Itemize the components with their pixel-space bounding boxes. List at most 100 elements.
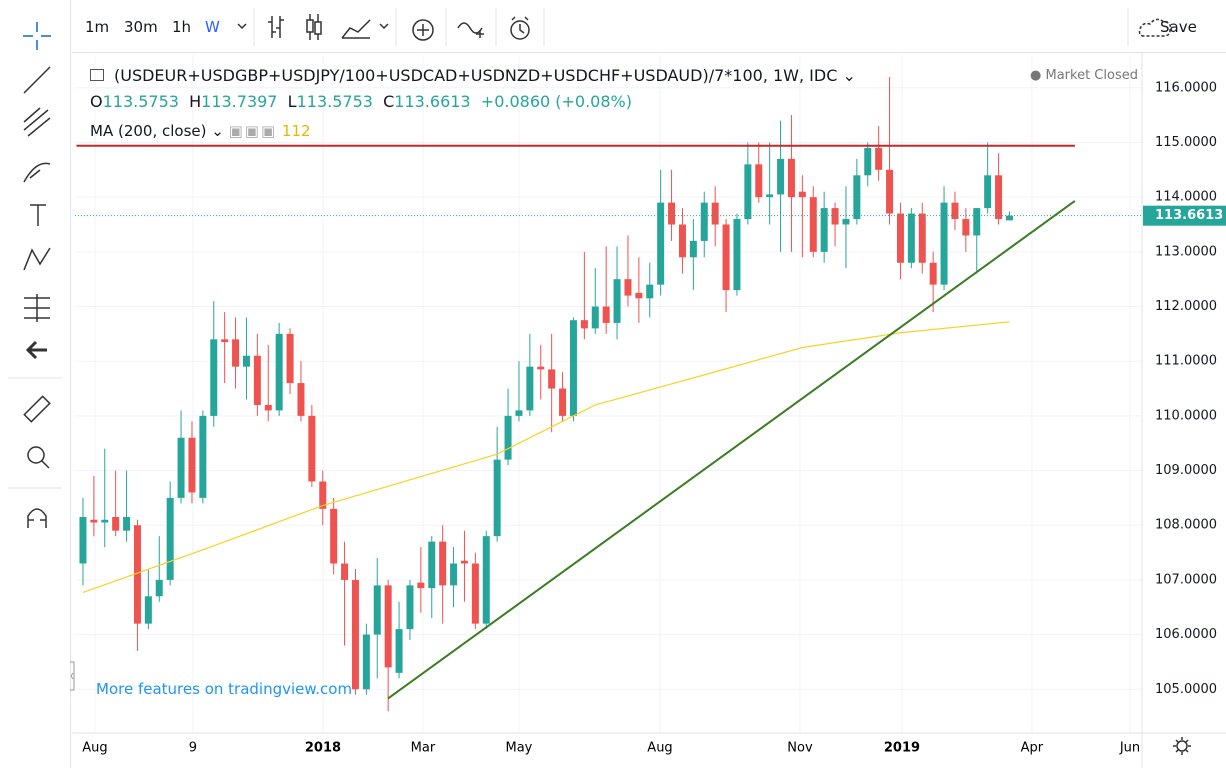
candle-body xyxy=(777,158,785,195)
candle-body xyxy=(864,147,872,176)
y-tick-label: 111.0000 xyxy=(1155,354,1217,369)
candle-body xyxy=(929,262,937,285)
zoom-tool[interactable] xyxy=(27,446,50,469)
x-tick-label: Aug xyxy=(647,741,672,756)
candle-body xyxy=(79,517,87,564)
candle-body xyxy=(722,224,730,291)
ohlc-key: H xyxy=(189,92,202,111)
pattern-tool[interactable] xyxy=(23,247,51,271)
study-buttons[interactable]: ▣▣▣ xyxy=(228,122,278,140)
y-tick-label: 109.0000 xyxy=(1155,463,1217,478)
magnet-tool[interactable] xyxy=(27,508,47,528)
candle-body xyxy=(548,369,556,389)
candle-body xyxy=(875,147,883,170)
candle-body xyxy=(995,175,1003,220)
study-name: MA (200, close) xyxy=(90,122,207,140)
candle-body xyxy=(253,355,261,405)
trendline-tool[interactable] xyxy=(23,66,51,94)
drawing-toolbar xyxy=(0,0,71,768)
candle-body xyxy=(395,629,403,673)
interval-button[interactable]: 1m xyxy=(85,18,110,36)
legend-icon[interactable] xyxy=(90,69,104,81)
status-text: Market Closed xyxy=(1045,68,1138,83)
y-tick-label: 110.0000 xyxy=(1155,408,1217,423)
candle-body xyxy=(275,333,283,411)
candle-body xyxy=(384,585,392,668)
x-tick-label: 2019 xyxy=(884,741,920,756)
text-tool[interactable] xyxy=(30,204,46,226)
candle-body xyxy=(330,508,338,564)
candle-body xyxy=(668,202,676,225)
candle-body xyxy=(733,219,741,291)
back-tool[interactable] xyxy=(25,340,47,360)
candle-body xyxy=(678,224,686,258)
y-tick-label: 108.0000 xyxy=(1155,518,1217,533)
candle-body xyxy=(962,219,970,236)
candle-body xyxy=(286,333,294,384)
ohlc-legend: O113.5753 H113.7397 L113.5753 C113.6613 … xyxy=(90,92,632,111)
candle-body xyxy=(613,279,621,323)
ohlc-value: 113.5753 xyxy=(102,92,179,111)
candle-body xyxy=(199,415,207,498)
x-tick-label: 2018 xyxy=(305,741,341,756)
ohlc-value: 113.5753 xyxy=(296,92,373,111)
collapse-handle[interactable] xyxy=(70,661,75,691)
x-tick-label: May xyxy=(506,741,533,756)
candle-body xyxy=(242,355,250,367)
candle-body xyxy=(351,579,359,690)
price-label: 113.6613 xyxy=(1155,208,1223,223)
candle-body xyxy=(264,404,272,411)
candle-body xyxy=(602,306,610,323)
candle-body xyxy=(133,525,141,624)
price-axis xyxy=(1142,53,1226,768)
brush-tool[interactable] xyxy=(23,162,51,183)
ohlc-key: C xyxy=(383,92,395,111)
crosshair-tool[interactable] xyxy=(23,22,51,50)
settings-button[interactable] xyxy=(1173,737,1191,755)
y-tick-label: 112.0000 xyxy=(1155,299,1217,314)
change: +0.0860 xyxy=(480,92,551,111)
candle-body xyxy=(657,202,665,285)
candle-body xyxy=(471,563,479,624)
candle-body xyxy=(766,194,774,198)
candle-body xyxy=(417,582,425,589)
y-tick-label: 105.0000 xyxy=(1155,682,1217,697)
candle-body xyxy=(112,517,120,531)
prediction-tool[interactable] xyxy=(24,294,50,322)
candle-body xyxy=(537,366,545,370)
y-tick-label: 114.0000 xyxy=(1155,190,1217,205)
candle-body xyxy=(973,208,981,236)
candle-body xyxy=(951,202,959,220)
candle-body xyxy=(809,197,817,252)
moving-average xyxy=(82,321,1010,594)
candle-body xyxy=(362,634,370,690)
ohlc-value: 113.6613 xyxy=(394,92,471,111)
study-value: 112 xyxy=(281,122,311,140)
interval-button[interactable]: W xyxy=(205,18,220,36)
candle-body xyxy=(918,213,926,263)
candle-body xyxy=(123,517,131,531)
candle-body xyxy=(984,175,992,209)
candle-body xyxy=(755,164,763,198)
ohlc-value: 113.7397 xyxy=(201,92,278,111)
candle-body xyxy=(1005,215,1013,221)
x-tick-label: Mar xyxy=(411,741,436,756)
market-status: ● Market Closed xyxy=(1030,68,1138,83)
ohlc-key: O xyxy=(90,92,103,111)
candle-body xyxy=(798,191,806,198)
interval-button[interactable]: 30m xyxy=(124,18,158,36)
candle-body xyxy=(221,339,229,343)
candle-body xyxy=(439,541,447,586)
drawing-line xyxy=(387,200,1076,700)
fib-tool[interactable] xyxy=(23,107,51,137)
candle-body xyxy=(940,202,948,285)
interval-button[interactable]: 1h xyxy=(172,18,192,36)
candle-body xyxy=(90,519,98,523)
symbol-text: (USDEUR+USDGBP+USDJPY/100+USDCAD+USDNZD+… xyxy=(114,66,838,85)
tool-icons xyxy=(8,22,62,528)
candle-body xyxy=(820,208,828,252)
ruler-tool[interactable] xyxy=(23,395,51,423)
candle-body xyxy=(907,213,915,263)
